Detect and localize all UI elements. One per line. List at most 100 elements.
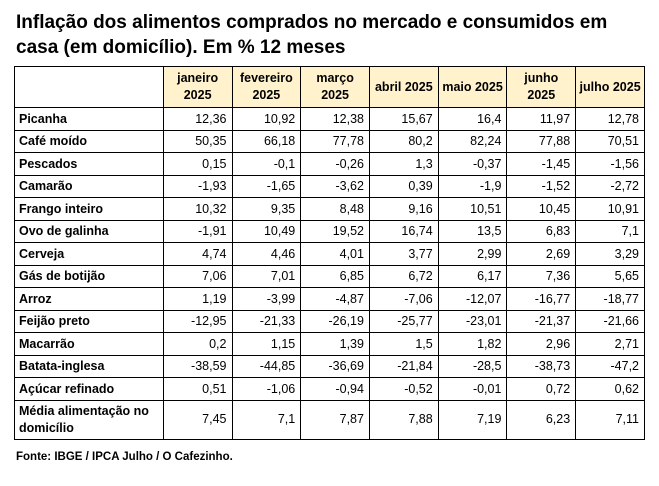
table-cell: 7,06 — [162, 264, 233, 288]
table-cell: 1,3 — [368, 152, 439, 176]
table-cell: 0,62 — [575, 377, 645, 401]
row-label: Cerveja — [14, 242, 164, 266]
table-cell: -3,99 — [231, 287, 302, 311]
row-label: Pescados — [14, 152, 164, 176]
table-cell: 0,39 — [368, 174, 439, 198]
table-cell: 7,88 — [368, 399, 439, 440]
table-cell: -26,19 — [300, 309, 370, 333]
inflation-table: janeiro 2025 fevereiro 2025 março 2025 a… — [14, 66, 645, 440]
table-cell: 13,5 — [437, 219, 508, 243]
column-header: fevereiro 2025 — [231, 66, 302, 108]
table-cell: 2,99 — [437, 242, 508, 266]
table-row: Feijão preto -12,95 -21,33 -26,19 -25,77 -23,… — [14, 309, 645, 333]
column-header: maio 2025 — [437, 66, 508, 108]
table-cell: 7,36 — [506, 264, 577, 288]
table-cell: 2,96 — [506, 332, 577, 356]
row-label: Gás de botijão — [14, 264, 164, 288]
table-cell: -21,84 — [368, 354, 439, 378]
table-cell: 8,48 — [300, 197, 370, 221]
table-cell: 7,1 — [231, 399, 302, 440]
header-row: janeiro 2025 fevereiro 2025 março 2025 a… — [14, 66, 645, 108]
table-title: Inflação dos alimentos comprados no merc… — [16, 12, 608, 58]
table-row: Picanha 12,36 10,92 12,38 15,67 16,4 11,97 12,7… — [14, 107, 645, 131]
table-cell: -1,56 — [575, 152, 645, 176]
table-cell: -12,07 — [437, 287, 508, 311]
table-cell: -0,1 — [231, 152, 302, 176]
table-cell: -36,69 — [300, 354, 370, 378]
table-cell: 12,78 — [575, 107, 645, 131]
table-cell: -25,77 — [368, 309, 439, 333]
table-cell: 0,2 — [162, 332, 233, 356]
table-row: Arroz 1,19 -3,99 -4,87 -7,06 -12,07 -16,77 -18,… — [14, 287, 645, 311]
table-cell: 10,45 — [506, 197, 577, 221]
table-cell: 5,65 — [575, 264, 645, 288]
table-cell: 1,19 — [162, 287, 233, 311]
table-cell: 10,49 — [231, 219, 302, 243]
table-cell: 9,16 — [368, 197, 439, 221]
header-corner — [14, 66, 164, 108]
row-label: Arroz — [14, 287, 164, 311]
table-cell: 16,4 — [437, 107, 508, 131]
table-cell: 4,74 — [162, 242, 233, 266]
table-cell: 10,91 — [575, 197, 645, 221]
table-cell: 12,38 — [300, 107, 370, 131]
table-cell: -44,85 — [231, 354, 302, 378]
table-cell: -1,52 — [506, 174, 577, 198]
table-row: Açúcar refinado 0,51 -1,06 -0,94 -0,52 -0,01 0… — [14, 377, 645, 401]
table-cell: -0,26 — [300, 152, 370, 176]
table-cell: 2,69 — [506, 242, 577, 266]
table-cell: 1,5 — [368, 332, 439, 356]
table-cell: 11,97 — [506, 107, 577, 131]
table-cell: -2,72 — [575, 174, 645, 198]
row-label: Feijão preto — [14, 309, 164, 333]
row-label: Açúcar refinado — [14, 377, 164, 401]
table-cell: -7,06 — [368, 287, 439, 311]
row-label: Frango inteiro — [14, 197, 164, 221]
table-cell: -0,01 — [437, 377, 508, 401]
table-cell: 2,71 — [575, 332, 645, 356]
table-row: Macarrão 0,2 1,15 1,39 1,5 1,82 2,96 2,71 — [14, 332, 645, 356]
table-cell: 1,82 — [437, 332, 508, 356]
row-label: Macarrão — [14, 332, 164, 356]
table-row: Batata-inglesa -38,59 -44,85 -36,69 -21,84 -2… — [14, 354, 645, 378]
row-label: Camarão — [14, 174, 164, 198]
table-cell: 10,32 — [162, 197, 233, 221]
table-cell: -1,93 — [162, 174, 233, 198]
table-cell: 1,39 — [300, 332, 370, 356]
row-label: Ovo de galinha — [14, 219, 164, 243]
table-cell: 0,72 — [506, 377, 577, 401]
table-cell: 6,23 — [506, 399, 577, 440]
table-cell: 3,29 — [575, 242, 645, 266]
table-row: Camarão -1,93 -1,65 -3,62 0,39 -1,9 -1,52 -2,72 — [14, 174, 645, 198]
table-row: Pescados 0,15 -0,1 -0,26 1,3 -0,37 -1,45 -1,56 — [14, 152, 645, 176]
table-cell: 7,19 — [437, 399, 508, 440]
table-cell: -47,2 — [575, 354, 645, 378]
table-cell: 6,85 — [300, 264, 370, 288]
table-cell: -28,5 — [437, 354, 508, 378]
table-cell: 10,51 — [437, 197, 508, 221]
column-header: julho 2025 — [575, 66, 645, 108]
table-cell: 7,87 — [300, 399, 370, 440]
table-row: Frango inteiro 10,32 9,35 8,48 9,16 10,51 10,4… — [14, 197, 645, 221]
table-cell: -1,06 — [231, 377, 302, 401]
table-cell: 7,1 — [575, 219, 645, 243]
table-cell: 7,11 — [575, 399, 645, 440]
table-cell: 7,01 — [231, 264, 302, 288]
table-row: Ovo de galinha -1,91 10,49 19,52 16,74 13,5 6,… — [14, 219, 645, 243]
table-cell: -18,77 — [575, 287, 645, 311]
table-cell: -1,91 — [162, 219, 233, 243]
table-cell: 6,83 — [506, 219, 577, 243]
table-cell: -4,87 — [300, 287, 370, 311]
table-cell: 0,51 — [162, 377, 233, 401]
table-cell: -1,9 — [437, 174, 508, 198]
table-cell: -38,59 — [162, 354, 233, 378]
table-cell: 6,17 — [437, 264, 508, 288]
table-cell: 4,46 — [231, 242, 302, 266]
table-cell: 77,78 — [300, 129, 370, 153]
source-note: Fonte: IBGE / IPCA Julho / O Cafezinho. — [16, 451, 233, 463]
table-cell: -21,37 — [506, 309, 577, 333]
table-cell: 70,51 — [575, 129, 645, 153]
table-cell: -0,37 — [437, 152, 508, 176]
column-header: janeiro 2025 — [162, 66, 233, 108]
table-cell: 4,01 — [300, 242, 370, 266]
